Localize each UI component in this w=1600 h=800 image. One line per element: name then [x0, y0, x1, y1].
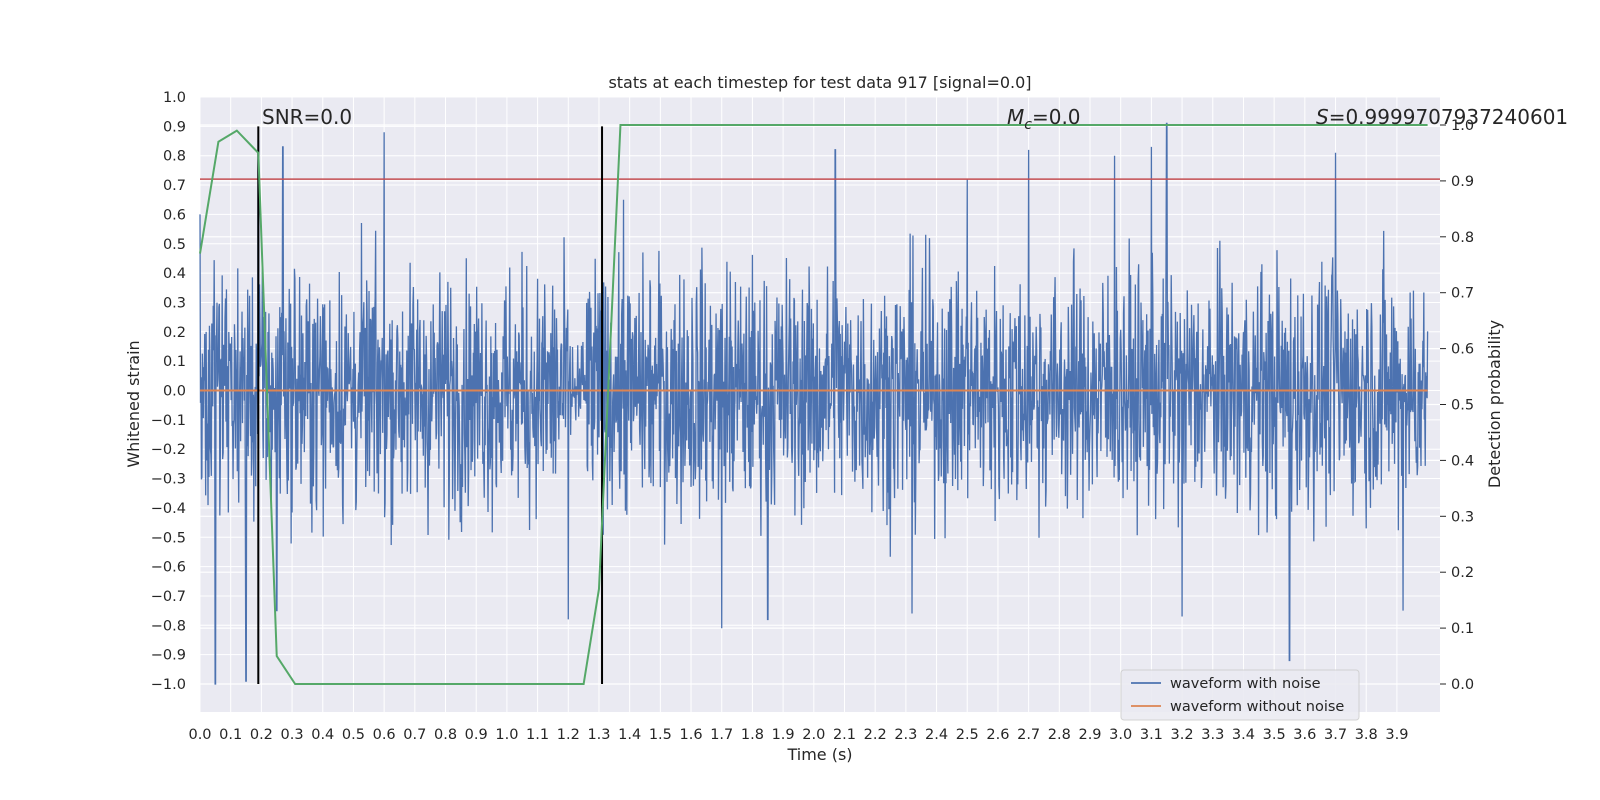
x-tick-label-9: 0.9: [465, 727, 488, 743]
legend-label-noise: waveform with noise: [1170, 676, 1321, 692]
s-value: =0.9999707937240601: [1329, 105, 1568, 129]
x-tick-label-29: 2.9: [1078, 727, 1101, 743]
x-tick-label-31: 3.1: [1140, 727, 1163, 743]
x-tick-label-26: 2.6: [986, 727, 1009, 743]
mc-value: =0.0: [1032, 105, 1081, 129]
s-symbol: S: [1316, 105, 1329, 129]
x-tick-label-2: 0.2: [250, 727, 273, 743]
line-waveform-with-noise: [199, 122, 1429, 685]
y-tick-label-16: −0.6: [151, 560, 186, 576]
x-tick-label-33: 3.3: [1201, 727, 1224, 743]
y2-tick-label-3: 0.7: [1451, 286, 1474, 302]
y-tick-label-9: 0.1: [163, 354, 186, 370]
y-tick-label-17: −0.7: [151, 589, 186, 605]
x-tick-label-6: 0.6: [373, 727, 396, 743]
line-detection-probability: [199, 124, 1428, 685]
x-tick-label-10: 1.0: [495, 727, 518, 743]
x-tick-label-4: 0.4: [311, 727, 334, 743]
y-tick-label-3: 0.7: [163, 178, 186, 194]
y2-axis-label: Detection probability: [1485, 320, 1504, 488]
x-tick-label-18: 1.8: [741, 727, 764, 743]
x-tick-label-19: 1.9: [772, 727, 795, 743]
mc-symbol: M: [1007, 105, 1024, 129]
y2-tick-label-7: 0.3: [1451, 509, 1474, 525]
y2-axis-ticks: 1.0 0.9 0.8 0.7 0.6 0.5 0.4 0.3 0.2 0.1 0.0: [1440, 118, 1474, 693]
y-tick-label-15: −0.5: [151, 530, 186, 546]
x-tick-label-34: 3.4: [1232, 727, 1255, 743]
s-annotation: S=0.9999707937240601: [1316, 105, 1568, 129]
x-axis-label: Time (s): [786, 745, 852, 764]
x-tick-label-30: 3.0: [1109, 727, 1132, 743]
y2-tick-label-1: 0.9: [1451, 174, 1474, 190]
x-tick-label-11: 1.1: [526, 727, 549, 743]
y2-tick-label-9: 0.1: [1451, 621, 1474, 637]
y2-tick-label-4: 0.6: [1451, 342, 1474, 358]
y-tick-label-0: 1.0: [163, 90, 186, 106]
y-tick-label-19: −0.9: [151, 648, 186, 664]
x-tick-label-25: 2.5: [956, 727, 979, 743]
legend: waveform with noise waveform without noi…: [1120, 669, 1360, 721]
grid: [199, 96, 1440, 712]
x-tick-label-14: 1.4: [618, 727, 641, 743]
mc-subscript: c: [1024, 117, 1032, 133]
y-tick-label-6: 0.4: [163, 266, 186, 282]
y2-tick-label-10: 0.0: [1451, 677, 1474, 693]
x-tick-label-32: 3.2: [1171, 727, 1194, 743]
y-tick-label-10: 0.0: [163, 384, 186, 400]
y2-tick-label-5: 0.5: [1451, 398, 1474, 414]
y-tick-label-8: 0.2: [163, 325, 186, 341]
x-tick-label-3: 0.3: [281, 727, 304, 743]
x-tick-label-15: 1.5: [649, 727, 672, 743]
y2-tick-label-0: 1.0: [1451, 118, 1474, 134]
y-tick-label-7: 0.3: [163, 295, 186, 311]
x-tick-label-21: 2.1: [833, 727, 856, 743]
vertical-markers: [257, 126, 604, 684]
y-tick-label-13: −0.3: [151, 472, 186, 488]
x-tick-label-0: 0.0: [188, 727, 211, 743]
y-tick-label-20: −1.0: [151, 677, 186, 693]
x-tick-label-16: 1.6: [680, 727, 703, 743]
x-tick-label-39: 3.9: [1385, 727, 1408, 743]
series-detection-probability: [199, 124, 1428, 685]
y-tick-label-12: −0.2: [151, 442, 186, 458]
legend-label-clean: waveform without noise: [1170, 699, 1344, 715]
x-tick-label-22: 2.2: [864, 727, 887, 743]
y2-tick-label-8: 0.2: [1451, 565, 1474, 581]
y-tick-label-5: 0.5: [163, 237, 186, 253]
y-tick-label-2: 0.8: [163, 149, 186, 165]
x-tick-label-27: 2.7: [1017, 727, 1040, 743]
x-tick-label-5: 0.5: [342, 727, 365, 743]
x-tick-label-23: 2.3: [894, 727, 917, 743]
y-tick-label-4: 0.6: [163, 207, 186, 223]
y-tick-label-11: −0.1: [151, 413, 186, 429]
y-tick-label-18: −0.8: [151, 618, 186, 634]
x-tick-label-28: 2.8: [1048, 727, 1071, 743]
x-tick-label-17: 1.7: [710, 727, 733, 743]
y-axis-label: Whitened strain: [124, 340, 143, 467]
x-tick-label-8: 0.8: [434, 727, 457, 743]
x-tick-label-7: 0.7: [403, 727, 426, 743]
y-tick-label-14: −0.4: [151, 501, 186, 517]
legend-box: [1120, 669, 1360, 721]
x-tick-label-12: 1.2: [557, 727, 580, 743]
y-axis-ticks: 1.0 0.9 0.8 0.7 0.6 0.5 0.4 0.3 0.2 0.1 0.0 −0.1 −0.…: [151, 90, 186, 693]
y-tick-label-1: 0.9: [163, 119, 186, 135]
x-tick-label-24: 2.4: [925, 727, 948, 743]
y2-tick-label-6: 0.4: [1451, 453, 1474, 469]
x-axis-ticks: 0.0 0.1 0.2 0.3 0.4 0.5 0.6 0.7 0.8 0.9 1.0 1.1 1.2 1…: [188, 727, 1408, 743]
x-tick-label-38: 3.8: [1355, 727, 1378, 743]
x-tick-label-1: 0.1: [219, 727, 242, 743]
series-waveform-with-noise: [199, 122, 1429, 685]
x-tick-label-37: 3.7: [1324, 727, 1347, 743]
mc-annotation: Mc=0.0: [1007, 105, 1081, 133]
y2-tick-label-2: 0.8: [1451, 230, 1474, 246]
x-tick-label-20: 2.0: [802, 727, 825, 743]
snr-annotation: SNR=0.0: [262, 105, 352, 129]
chart-title: stats at each timestep for test data 917…: [608, 73, 1031, 92]
x-tick-label-36: 3.6: [1293, 727, 1316, 743]
x-tick-label-13: 1.3: [587, 727, 610, 743]
x-tick-label-35: 3.5: [1263, 727, 1286, 743]
